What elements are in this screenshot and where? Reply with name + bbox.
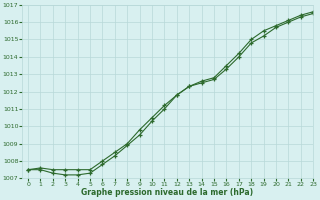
X-axis label: Graphe pression niveau de la mer (hPa): Graphe pression niveau de la mer (hPa) [82, 188, 254, 197]
